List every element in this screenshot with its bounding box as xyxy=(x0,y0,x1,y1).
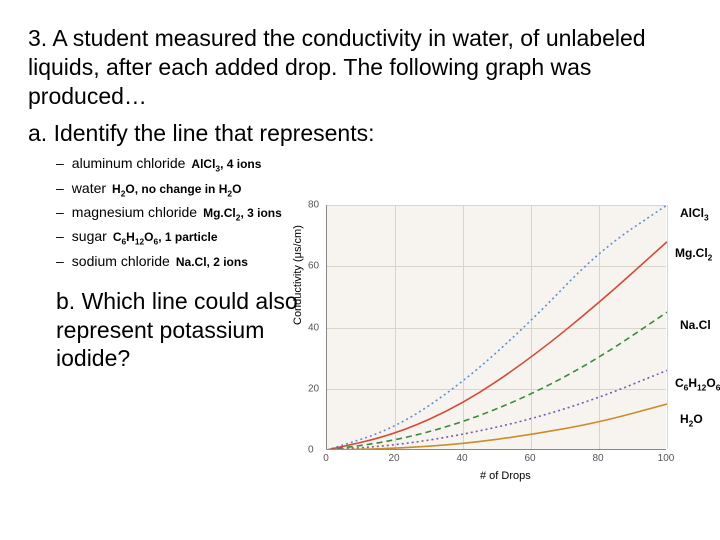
x-tick: 0 xyxy=(323,453,329,464)
item-name: sugar xyxy=(72,228,107,244)
series-label: C6H12O6 xyxy=(675,376,720,392)
list-item: –sodium chloride Na.Cl, 2 ions xyxy=(56,253,328,269)
x-tick: 40 xyxy=(456,453,467,464)
list-item: –magnesium chloride Mg.Cl2, 3 ions xyxy=(56,204,328,222)
grid-line xyxy=(667,205,668,449)
dash-icon: – xyxy=(56,204,64,220)
question-number: 3. xyxy=(28,25,47,51)
item-formula: Na.Cl, 2 ions xyxy=(176,255,248,269)
left-column: –aluminum chlorideAlCl3, 4 ions–waterH2O… xyxy=(28,155,328,373)
question-text: 3. A student measured the conductivity i… xyxy=(28,24,692,110)
dash-icon: – xyxy=(56,228,64,244)
substance-list: –aluminum chlorideAlCl3, 4 ions–waterH2O… xyxy=(56,155,328,269)
series-label: H2O xyxy=(680,412,703,428)
item-name: aluminum chloride xyxy=(72,155,186,171)
y-tick: 0 xyxy=(308,445,356,456)
list-item: –water H2O, no change in H2O xyxy=(56,180,328,198)
series-label: AlCl3 xyxy=(680,206,709,222)
item-formula: Mg.Cl2, 3 ions xyxy=(203,206,282,222)
x-tick: 100 xyxy=(658,453,675,464)
y-tick: 80 xyxy=(308,200,356,211)
x-tick: 60 xyxy=(524,453,535,464)
y-tick: 40 xyxy=(308,322,356,333)
series-label: Mg.Cl2 xyxy=(675,246,712,262)
dash-icon: – xyxy=(56,253,64,269)
x-tick: 20 xyxy=(388,453,399,464)
series-label: Na.Cl xyxy=(680,318,711,332)
item-name: sodium chloride xyxy=(72,253,170,269)
item-name: magnesium chloride xyxy=(72,204,197,220)
part-b-text: b. Which line could also represent potas… xyxy=(56,287,316,373)
item-formula: H2O, no change in H2O xyxy=(112,182,241,198)
question-body: A student measured the conductivity in w… xyxy=(28,25,646,109)
y-tick: 20 xyxy=(308,383,356,394)
part-a-text: a. Identify the line that represents: xyxy=(28,120,692,147)
x-axis-label: # of Drops xyxy=(480,470,531,482)
item-name: water xyxy=(72,180,106,196)
dash-icon: – xyxy=(56,180,64,196)
y-tick: 60 xyxy=(308,261,356,272)
item-formula: C6H12O6, 1 particle xyxy=(113,230,218,246)
conductivity-chart: Conductivity (μs/cm) # of Drops 02040608… xyxy=(300,195,700,495)
y-axis-label: Conductivity (μs/cm) xyxy=(292,225,304,325)
dash-icon: – xyxy=(56,155,64,171)
x-tick: 80 xyxy=(592,453,603,464)
series-curve xyxy=(327,205,667,450)
curves-svg xyxy=(327,205,667,450)
item-formula: AlCl3, 4 ions xyxy=(191,157,261,173)
plot-area xyxy=(326,205,666,450)
list-item: –sugar C6H12O6, 1 particle xyxy=(56,228,328,246)
list-item: –aluminum chloride AlCl3, 4 ions xyxy=(56,155,328,173)
